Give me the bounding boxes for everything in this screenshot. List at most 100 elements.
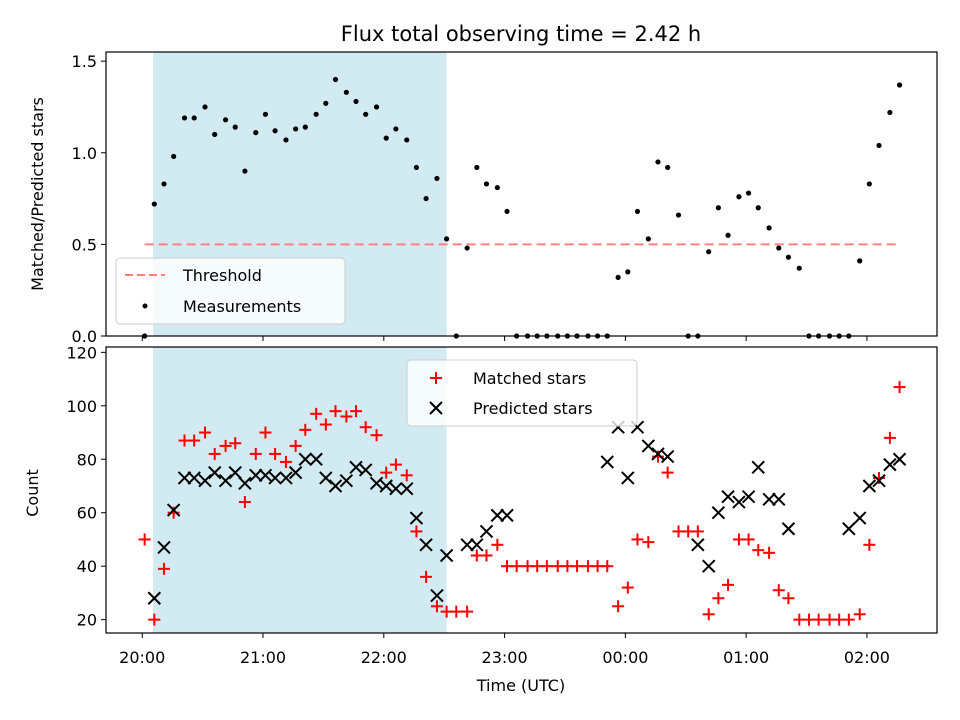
x-tick-label: 02:00 — [844, 648, 890, 667]
bottom-y-tick-label: 80 — [77, 450, 97, 469]
predicted-point — [166, 503, 181, 517]
measurement-point — [766, 225, 772, 231]
measurement-point — [232, 124, 238, 130]
matched-point — [691, 525, 704, 538]
measurement-point — [857, 258, 863, 264]
measurement-point — [262, 111, 269, 117]
bottom-legend-box — [406, 359, 638, 427]
matched-point — [491, 538, 504, 551]
measurement-point — [293, 126, 299, 132]
predicted-point — [439, 548, 454, 563]
matched-point — [480, 549, 493, 562]
predicted-point — [751, 460, 765, 474]
matched-point — [259, 426, 272, 439]
top-y-ticks: 0.0 0.5 1.0 1.5 — [72, 52, 106, 346]
predicted-points — [147, 420, 907, 605]
bottom-y-tick-label: 120 — [66, 343, 97, 362]
bottom-highlight-span — [153, 347, 447, 633]
matched-point — [229, 437, 242, 450]
matched-point — [157, 562, 170, 575]
top-y-tick-label: 0.0 — [72, 327, 97, 346]
matched-point — [853, 608, 866, 621]
bottom-y-ticks: 20 40 60 80 100 120 — [66, 343, 106, 630]
measurement-point — [313, 111, 319, 117]
predicted-point — [379, 479, 393, 493]
x-tick-label: 00:00 — [602, 648, 648, 667]
matched-point — [340, 410, 353, 423]
bottom-legend: Matched stars Predicted stars — [406, 359, 638, 427]
predicted-point — [238, 476, 252, 491]
measurement-point — [171, 153, 177, 160]
measurement-point — [423, 195, 429, 202]
predicted-point — [249, 468, 263, 483]
measurement-point — [283, 137, 289, 143]
measurement-point — [634, 208, 641, 215]
predicted-point — [207, 465, 222, 480]
measurement-point — [625, 269, 631, 275]
bottom-x-ticks: 20:00 21:00 22:00 23:00 00:00 01:00 02:00 — [119, 633, 890, 667]
matched-point — [763, 546, 776, 559]
predicted-point — [762, 492, 776, 507]
predicted-legend-label: Predicted stars — [473, 399, 593, 418]
measurement-point — [212, 131, 218, 138]
bottom-axes-frame — [105, 346, 938, 634]
measurement-point — [434, 175, 440, 182]
measurement-point — [645, 236, 651, 242]
predicted-point — [651, 447, 665, 461]
predicted-point — [258, 468, 273, 483]
predicted-point — [500, 508, 514, 523]
predicted-point — [419, 538, 433, 552]
measurement-point — [222, 117, 229, 123]
measurements-legend-label: Measurements — [183, 297, 301, 316]
threshold-legend-label: Threshold — [182, 266, 262, 285]
predicted-point — [369, 476, 384, 491]
predicted-point — [228, 465, 242, 480]
top-legend: Threshold Measurements — [115, 257, 346, 325]
matched-point — [319, 418, 332, 431]
matched-point — [219, 439, 232, 452]
predicted-point — [852, 511, 867, 525]
matched-point — [299, 423, 312, 436]
predicted-point — [358, 463, 373, 477]
predicted-point — [862, 479, 877, 493]
predicted-point — [660, 449, 675, 464]
matched-point — [420, 570, 433, 583]
matched-point — [359, 421, 372, 434]
predicted-point — [600, 455, 614, 469]
measurement-point — [181, 115, 188, 121]
matched-point — [138, 533, 151, 546]
measurement-point — [202, 104, 208, 110]
top-y-tick-label: 1.5 — [72, 52, 97, 71]
matched-point — [430, 600, 443, 613]
predicted-point — [691, 538, 705, 552]
predicted-point — [842, 522, 856, 536]
matched-point — [188, 434, 201, 447]
matched-point — [461, 605, 474, 618]
predicted-point — [328, 479, 343, 493]
bottom-y-tick-label: 40 — [77, 557, 97, 576]
measurement-point — [191, 115, 197, 121]
measurement-point — [776, 245, 782, 251]
measurement-point — [323, 100, 329, 106]
measurement-point — [393, 126, 399, 132]
measurement-point — [706, 249, 712, 255]
measurement-point — [725, 232, 731, 238]
measurement-point — [715, 205, 721, 211]
measurement-point — [383, 135, 389, 141]
bottom-y-tick-label: 60 — [77, 504, 97, 523]
predicted-point — [732, 495, 746, 509]
matched-point — [249, 447, 262, 460]
measurement-point — [896, 82, 903, 88]
measurement-point — [272, 128, 278, 134]
matched-point — [772, 584, 785, 597]
bottom-panel: 20 40 60 80 100 120 20:00 21:00 22:00 23:00 00:00… — [23, 343, 938, 695]
matched-point — [350, 405, 363, 418]
matched-legend-swatch — [430, 372, 442, 384]
matched-point — [279, 455, 292, 468]
measurement-point — [302, 124, 308, 130]
measurement-point — [332, 76, 339, 83]
x-tick-label: 23:00 — [482, 648, 528, 667]
matched-point — [148, 613, 161, 626]
measurement-point — [866, 181, 872, 187]
measurement-point — [755, 205, 761, 211]
